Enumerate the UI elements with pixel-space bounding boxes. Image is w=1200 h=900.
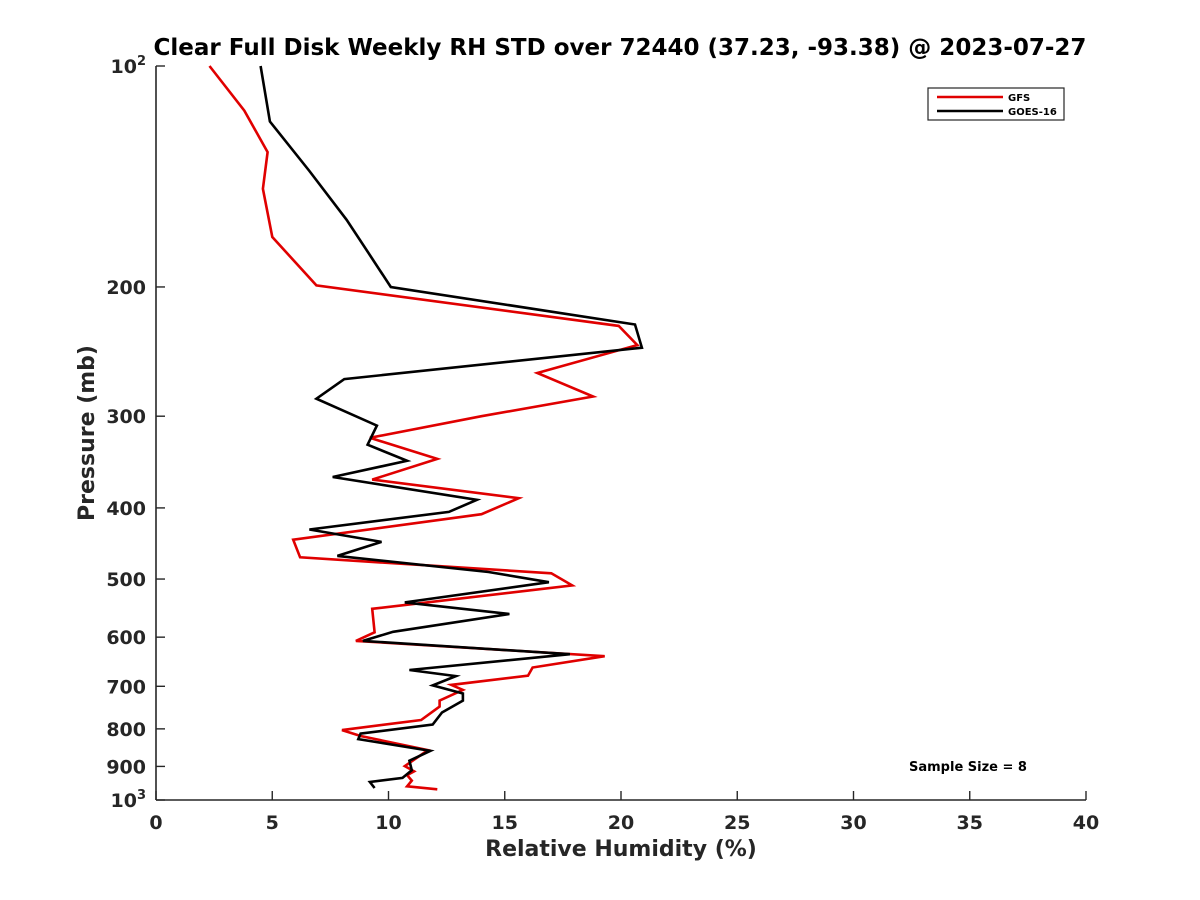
x-tick-label: 40	[1073, 812, 1099, 834]
sample-size-annotation: Sample Size = 8	[909, 760, 1027, 775]
y-tick-label: 800	[106, 719, 146, 741]
y-axis-label: Pressure (mb)	[75, 345, 100, 521]
legend-box	[927, 87, 1065, 121]
y-tick-label: 400	[106, 498, 146, 520]
plot-area	[156, 66, 1086, 800]
x-ticks: 0 5 10 15 20 25 30 35 40	[149, 791, 1099, 834]
y-tick-label: 500	[106, 569, 146, 591]
x-tick-label: 35	[957, 812, 983, 834]
y-tick-label: 600	[106, 627, 146, 649]
x-axis-label: Relative Humidity (%)	[485, 837, 757, 862]
y-ticks: 102 200 300 400 500 600 700 800 900 103	[106, 54, 165, 812]
y-tick-label: 900	[106, 756, 146, 778]
y-tick-label: 700	[106, 676, 146, 698]
series-line-goes-16	[259, 65, 644, 789]
series-line-gfs	[208, 65, 640, 791]
legend-label-goes-16: GOES-16	[1008, 107, 1057, 118]
y-tick-label: 103	[111, 788, 147, 812]
x-tick-label: 0	[149, 812, 162, 834]
series-layer	[208, 65, 644, 791]
x-tick-label: 30	[840, 812, 866, 834]
x-tick-label: 25	[724, 812, 750, 834]
x-tick-label: 10	[375, 812, 401, 834]
legend: GFS GOES-16	[927, 87, 1065, 121]
x-tick-label: 15	[492, 812, 518, 834]
x-tick-label: 5	[266, 812, 279, 834]
chart-title: Clear Full Disk Weekly RH STD over 72440…	[154, 35, 1087, 61]
y-tick-label: 200	[106, 277, 146, 299]
y-tick-label: 102	[111, 54, 147, 78]
y-tick-label: 300	[106, 406, 146, 428]
x-tick-label: 20	[608, 812, 634, 834]
legend-label-gfs: GFS	[1008, 93, 1030, 104]
